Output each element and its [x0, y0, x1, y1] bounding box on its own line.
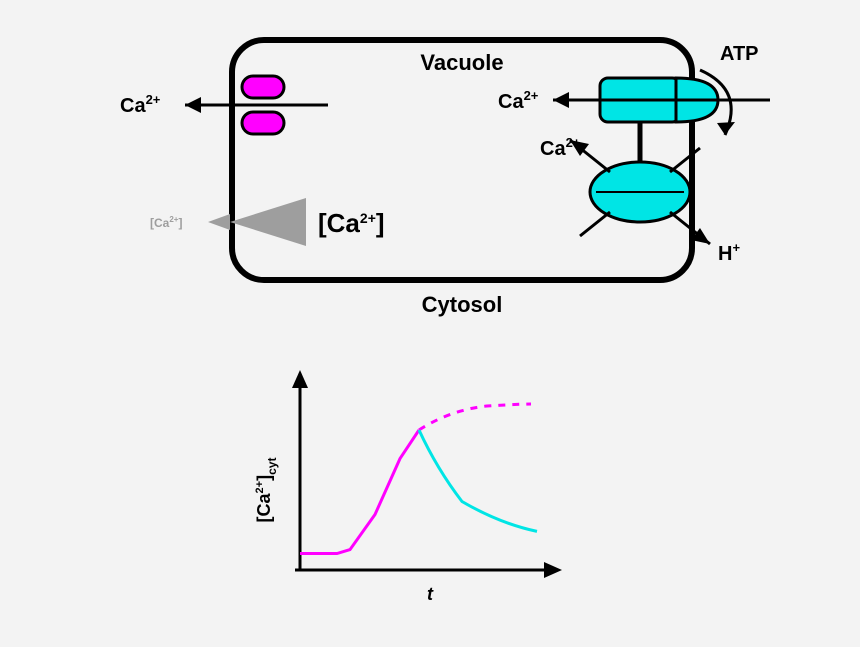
ca-conc-big: [Ca2+]	[318, 208, 385, 238]
ca-antiporter-label: Ca2+	[540, 135, 581, 160]
calcium-channel	[185, 76, 328, 134]
atp-label: ATP	[720, 43, 759, 65]
rise-dash-curve	[419, 404, 531, 430]
y-axis-label: [Ca2+]cyt	[254, 458, 279, 523]
fall-curve	[419, 430, 537, 531]
h-plus-label: H+	[718, 240, 740, 265]
ca-conc-small: [Ca2+]	[150, 215, 182, 230]
rise-curve	[300, 430, 419, 554]
ca-concentration-indicator	[208, 198, 306, 246]
vacuole-label: Vacuole	[420, 50, 503, 75]
x-axis-label: t	[427, 584, 434, 604]
cytosol-label: Cytosol	[422, 292, 503, 317]
ca-pump-label: Ca2+	[498, 88, 539, 113]
concentration-chart: [Ca2+]cyt t	[254, 370, 562, 604]
ca-channel-label: Ca2+	[120, 92, 161, 117]
